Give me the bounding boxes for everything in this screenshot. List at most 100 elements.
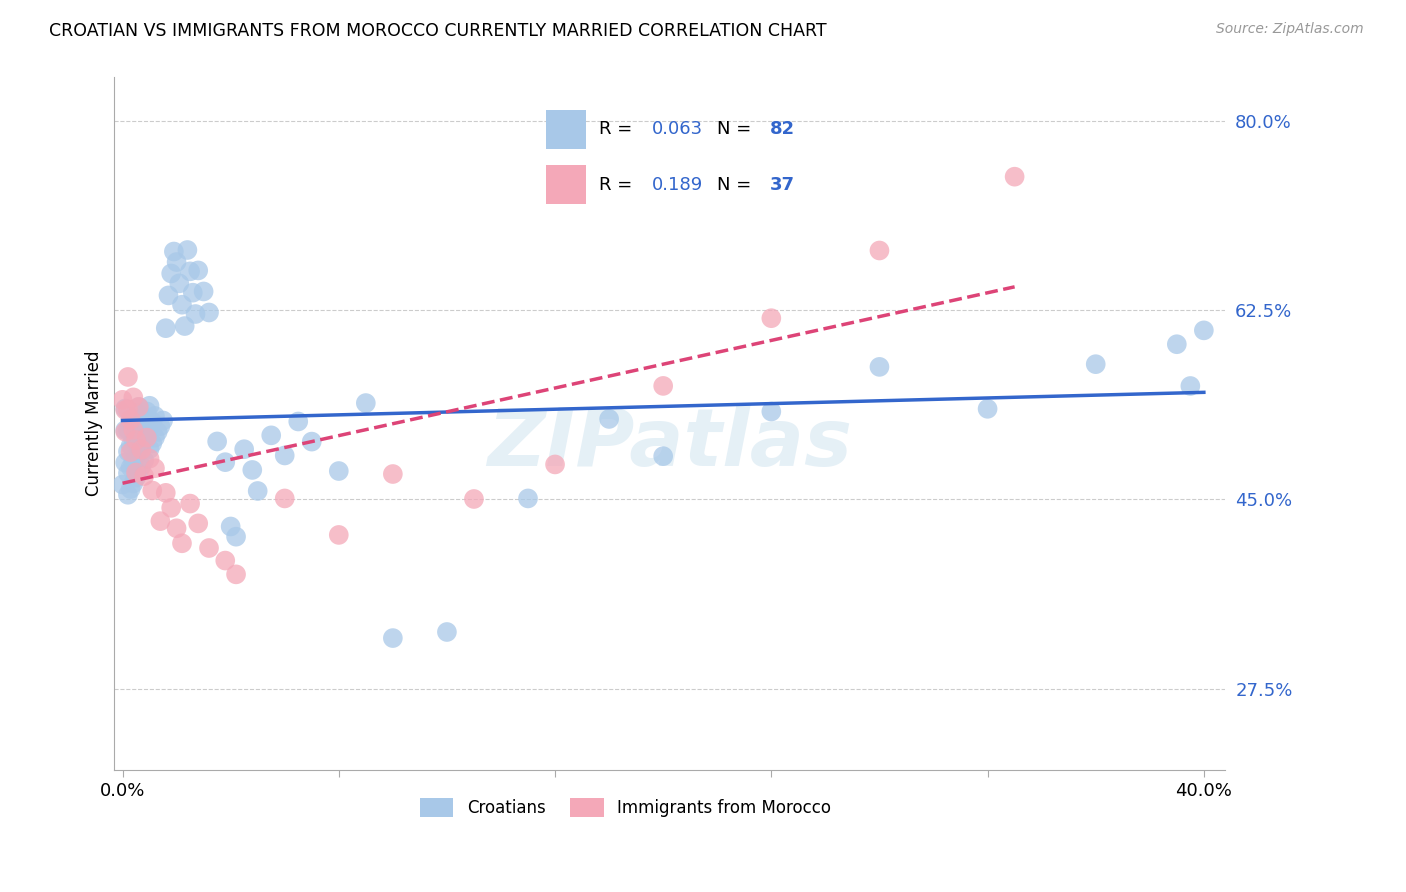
- Point: [122, 411, 145, 425]
- Point: [149, 514, 172, 528]
- Point: [120, 439, 142, 453]
- Point: [544, 458, 567, 472]
- Point: [114, 401, 136, 416]
- Point: [114, 423, 136, 437]
- Point: [120, 482, 142, 496]
- Point: [181, 285, 204, 300]
- Point: [134, 453, 156, 467]
- Point: [1192, 323, 1215, 337]
- Point: [328, 528, 350, 542]
- Point: [214, 553, 236, 567]
- Point: [246, 483, 269, 498]
- Point: [381, 631, 404, 645]
- Point: [233, 442, 256, 457]
- Legend: Croatians, Immigrants from Morocco: Croatians, Immigrants from Morocco: [413, 791, 838, 824]
- Point: [328, 464, 350, 478]
- Point: [138, 399, 160, 413]
- Point: [155, 321, 177, 335]
- Point: [1084, 357, 1107, 371]
- Point: [122, 433, 145, 447]
- Point: [160, 267, 183, 281]
- Point: [117, 370, 139, 384]
- Text: Source: ZipAtlas.com: Source: ZipAtlas.com: [1216, 22, 1364, 37]
- Point: [169, 277, 191, 291]
- Point: [274, 449, 297, 463]
- Point: [225, 567, 247, 582]
- Point: [122, 455, 145, 469]
- Point: [128, 400, 150, 414]
- Point: [166, 521, 188, 535]
- Point: [219, 519, 242, 533]
- Point: [652, 379, 675, 393]
- Point: [125, 427, 148, 442]
- Point: [143, 409, 166, 423]
- Point: [1004, 169, 1026, 184]
- Point: [976, 401, 998, 416]
- Point: [1166, 337, 1188, 351]
- Point: [122, 476, 145, 491]
- Point: [274, 491, 297, 506]
- Point: [120, 445, 142, 459]
- Point: [117, 423, 139, 437]
- Point: [1180, 379, 1202, 393]
- Point: [117, 488, 139, 502]
- Point: [138, 451, 160, 466]
- Point: [381, 467, 404, 481]
- Point: [122, 390, 145, 404]
- Point: [155, 486, 177, 500]
- Point: [152, 413, 174, 427]
- Point: [114, 425, 136, 439]
- Point: [135, 431, 157, 445]
- Point: [125, 406, 148, 420]
- Point: [125, 433, 148, 447]
- Point: [131, 416, 153, 430]
- Point: [225, 530, 247, 544]
- Point: [157, 288, 180, 302]
- Point: [138, 442, 160, 456]
- Point: [436, 625, 458, 640]
- Point: [134, 469, 156, 483]
- Point: [287, 415, 309, 429]
- Point: [114, 403, 136, 417]
- Point: [117, 444, 139, 458]
- Point: [193, 285, 215, 299]
- Point: [141, 415, 163, 429]
- Point: [179, 497, 201, 511]
- Point: [134, 432, 156, 446]
- Point: [128, 422, 150, 436]
- Point: [170, 298, 193, 312]
- Point: [163, 244, 186, 259]
- Point: [143, 431, 166, 445]
- Point: [869, 244, 891, 258]
- Point: [138, 420, 160, 434]
- Point: [166, 255, 188, 269]
- Y-axis label: Currently Married: Currently Married: [86, 351, 103, 497]
- Point: [141, 483, 163, 498]
- Point: [176, 243, 198, 257]
- Point: [141, 436, 163, 450]
- Point: [187, 516, 209, 531]
- Point: [869, 359, 891, 374]
- Point: [170, 536, 193, 550]
- Point: [120, 460, 142, 475]
- Point: [146, 425, 169, 439]
- Point: [652, 449, 675, 463]
- Point: [179, 264, 201, 278]
- Point: [120, 417, 142, 431]
- Point: [117, 466, 139, 480]
- Text: ZIPatlas: ZIPatlas: [488, 406, 852, 483]
- Point: [354, 396, 377, 410]
- Point: [761, 311, 783, 326]
- Point: [134, 410, 156, 425]
- Point: [205, 434, 228, 449]
- Point: [301, 434, 323, 449]
- Point: [135, 426, 157, 441]
- Point: [149, 419, 172, 434]
- Point: [198, 305, 221, 319]
- Point: [111, 477, 134, 491]
- Point: [598, 412, 620, 426]
- Point: [240, 463, 263, 477]
- Point: [125, 470, 148, 484]
- Point: [120, 412, 142, 426]
- Point: [122, 423, 145, 437]
